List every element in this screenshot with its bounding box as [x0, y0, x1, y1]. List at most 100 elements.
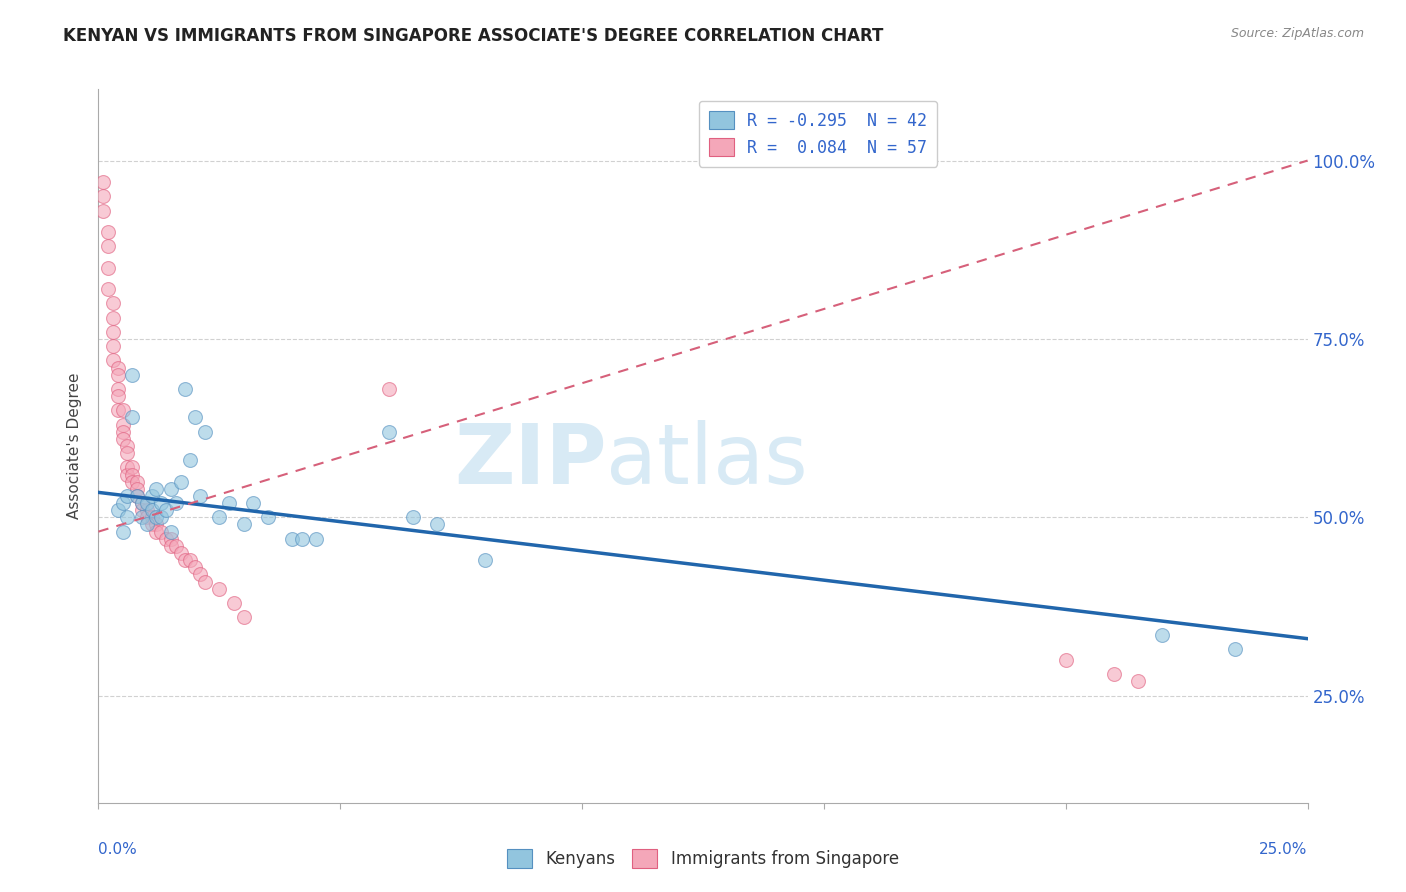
Point: [131, 496, 153, 510]
Point: [117, 439, 139, 453]
Point: [188, 567, 211, 582]
Point: [305, 532, 328, 546]
Point: [169, 546, 191, 560]
Text: KENYAN VS IMMIGRANTS FROM SINGAPORE ASSOCIATE'S DEGREE CORRELATION CHART: KENYAN VS IMMIGRANTS FROM SINGAPORE ASSO…: [63, 27, 883, 45]
Point: [117, 489, 139, 503]
Point: [208, 582, 231, 596]
Point: [179, 453, 201, 467]
Point: [281, 532, 304, 546]
Point: [127, 489, 149, 503]
Point: [117, 510, 139, 524]
Point: [111, 524, 134, 539]
Point: [101, 325, 124, 339]
Point: [101, 353, 124, 368]
Point: [474, 553, 496, 567]
Point: [107, 403, 129, 417]
Point: [145, 482, 167, 496]
Point: [1152, 628, 1174, 642]
Point: [1102, 667, 1125, 681]
Point: [184, 410, 207, 425]
Point: [165, 539, 187, 553]
Text: 0.0%: 0.0%: [98, 842, 138, 857]
Point: [1223, 642, 1246, 657]
Point: [101, 296, 124, 310]
Point: [402, 510, 425, 524]
Point: [232, 517, 254, 532]
Point: [222, 596, 245, 610]
Point: [135, 517, 157, 532]
Point: [135, 503, 157, 517]
Point: [150, 524, 173, 539]
Point: [242, 496, 264, 510]
Point: [107, 389, 129, 403]
Point: [135, 496, 157, 510]
Point: [91, 175, 114, 189]
Point: [208, 510, 231, 524]
Point: [111, 417, 134, 432]
Point: [97, 282, 120, 296]
Point: [232, 610, 254, 624]
Point: [218, 496, 240, 510]
Point: [97, 239, 120, 253]
Point: [377, 425, 399, 439]
Point: [107, 503, 129, 517]
Point: [121, 475, 143, 489]
Point: [127, 482, 149, 496]
Point: [377, 382, 399, 396]
Point: [131, 510, 153, 524]
Point: [111, 425, 134, 439]
Point: [127, 489, 149, 503]
Point: [256, 510, 278, 524]
Point: [117, 460, 139, 475]
Point: [155, 532, 177, 546]
Point: [290, 532, 312, 546]
Point: [101, 310, 124, 325]
Point: [141, 510, 163, 524]
Point: [131, 496, 153, 510]
Point: [121, 410, 143, 425]
Point: [174, 382, 197, 396]
Point: [107, 360, 129, 375]
Point: [160, 539, 183, 553]
Point: [121, 460, 143, 475]
Point: [135, 510, 157, 524]
Point: [426, 517, 449, 532]
Point: [1054, 653, 1077, 667]
Point: [160, 524, 183, 539]
Point: [150, 496, 173, 510]
Point: [1128, 674, 1150, 689]
Point: [111, 432, 134, 446]
Point: [174, 553, 197, 567]
Legend: Kenyans, Immigrants from Singapore: Kenyans, Immigrants from Singapore: [501, 843, 905, 875]
Point: [117, 467, 139, 482]
Point: [150, 510, 173, 524]
Point: [111, 403, 134, 417]
Text: ZIP: ZIP: [454, 420, 606, 500]
Point: [141, 489, 163, 503]
Point: [194, 425, 217, 439]
Point: [179, 553, 201, 567]
Point: [121, 368, 143, 382]
Point: [141, 517, 163, 532]
Point: [117, 446, 139, 460]
Point: [169, 475, 191, 489]
Point: [91, 189, 114, 203]
Point: [145, 524, 167, 539]
Point: [194, 574, 217, 589]
Point: [160, 482, 183, 496]
Point: [145, 510, 167, 524]
Point: [91, 203, 114, 218]
Point: [145, 517, 167, 532]
Point: [141, 503, 163, 517]
Point: [111, 496, 134, 510]
Point: [121, 467, 143, 482]
Point: [97, 225, 120, 239]
Point: [160, 532, 183, 546]
Point: [165, 496, 187, 510]
Text: Source: ZipAtlas.com: Source: ZipAtlas.com: [1230, 27, 1364, 40]
Point: [155, 503, 177, 517]
Y-axis label: Associate's Degree: Associate's Degree: [67, 373, 83, 519]
Point: [97, 260, 120, 275]
Point: [131, 503, 153, 517]
Legend: R = -0.295  N = 42, R =  0.084  N = 57: R = -0.295 N = 42, R = 0.084 N = 57: [699, 101, 936, 167]
